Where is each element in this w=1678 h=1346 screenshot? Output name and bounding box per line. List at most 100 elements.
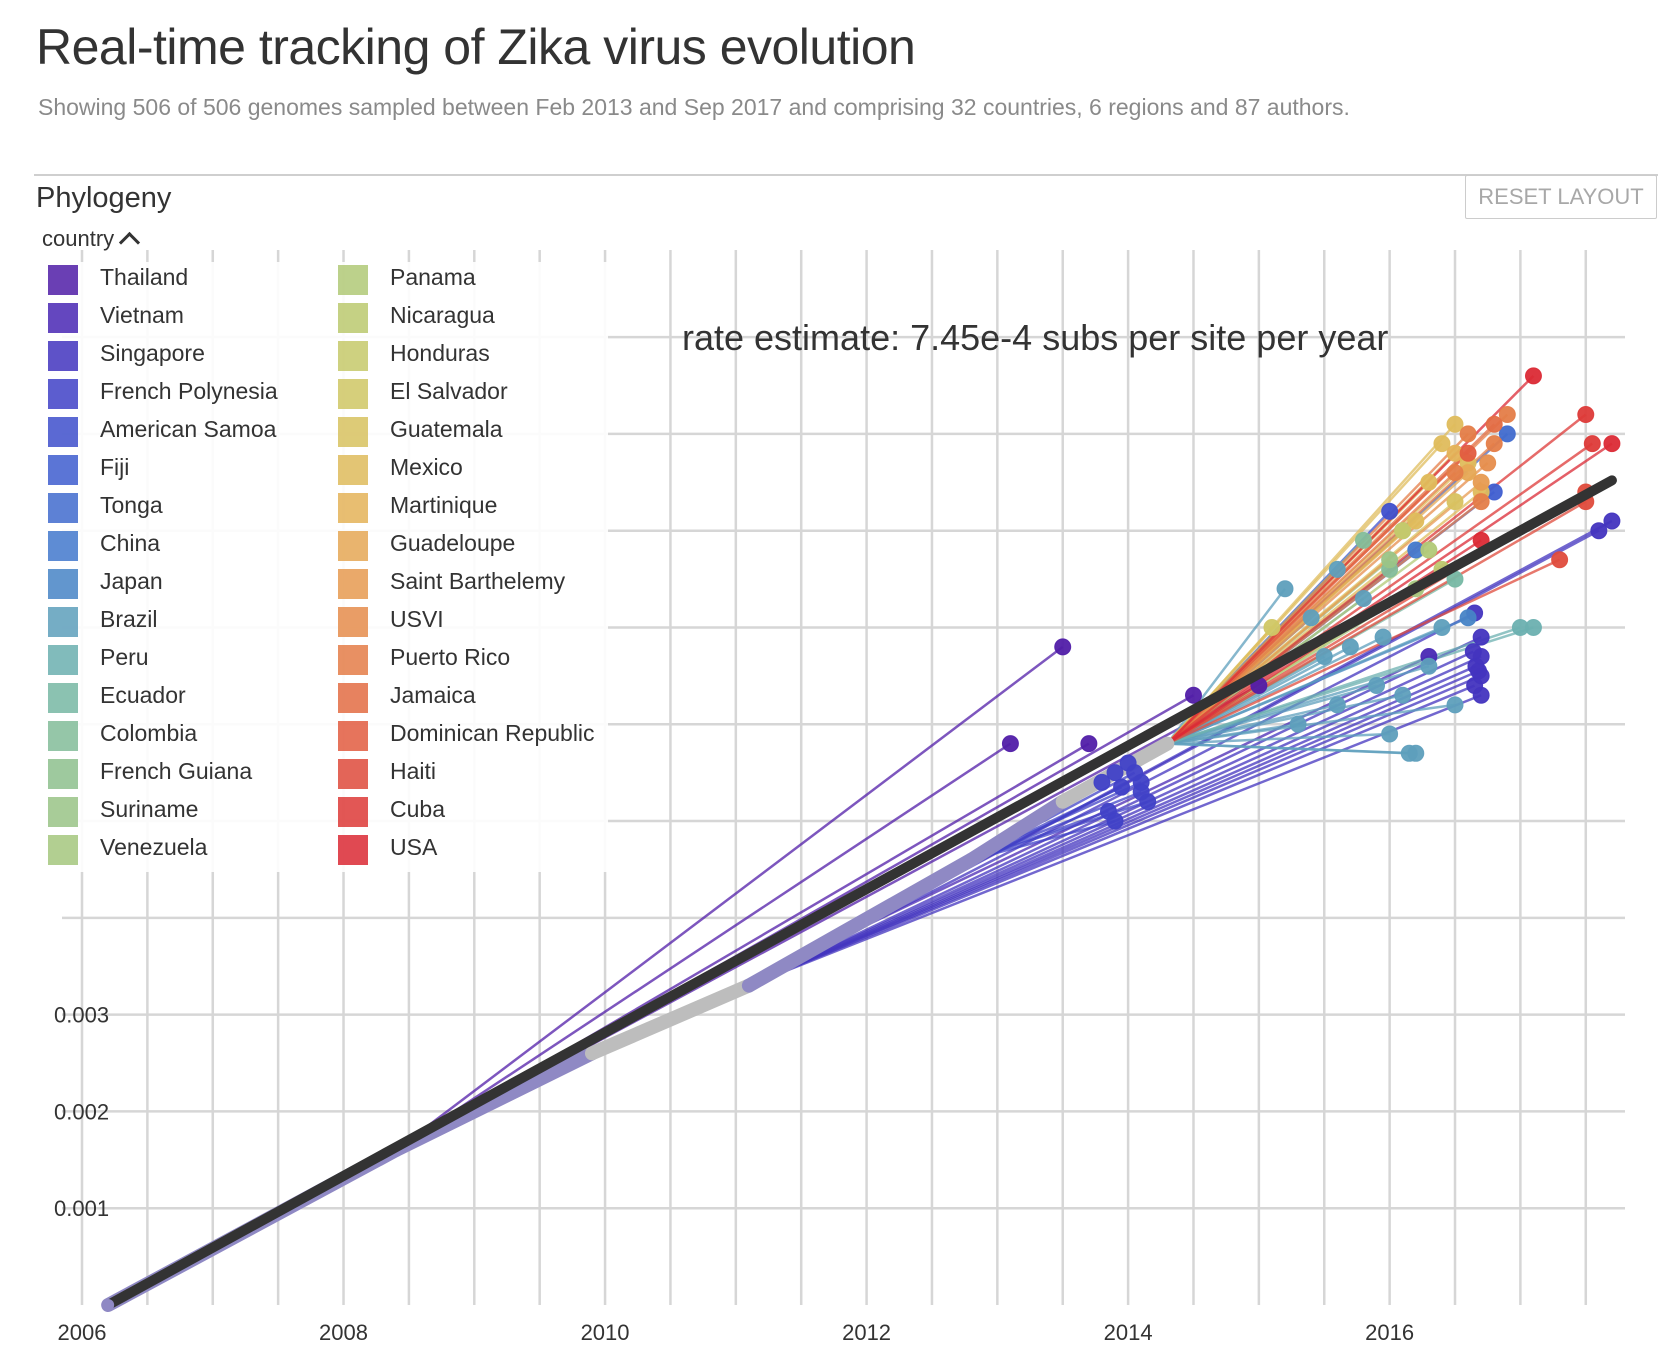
legend-swatch	[338, 493, 368, 523]
tip-point	[1433, 618, 1451, 636]
legend-swatch	[48, 531, 78, 561]
tip-point	[1583, 435, 1601, 453]
tip-point	[1459, 444, 1477, 462]
legend-swatch	[338, 455, 368, 485]
y-tick-label: 0.001	[54, 1196, 109, 1221]
legend-label: Dominican Republic	[390, 720, 595, 746]
tip-point	[1106, 764, 1124, 782]
tip-point	[1289, 715, 1307, 733]
legend-swatch	[48, 379, 78, 409]
legend-label: Nicaragua	[390, 302, 495, 328]
tip-point	[1354, 531, 1372, 549]
tree-branch	[1167, 703, 1456, 745]
legend-label: Puerto Rico	[390, 644, 511, 670]
tip-point	[1368, 677, 1386, 695]
legend-swatch	[338, 797, 368, 827]
tip-point	[1446, 493, 1464, 511]
legend-label: El Salvador	[390, 378, 508, 404]
tree-branch	[1167, 742, 1410, 755]
legend-swatch	[48, 835, 78, 865]
tip-point	[1446, 464, 1464, 482]
legend-toggle[interactable]: country	[42, 226, 141, 254]
legend-swatch	[338, 569, 368, 599]
legend-swatch	[48, 645, 78, 675]
tip-point	[1446, 696, 1464, 714]
legend-label: Venezuela	[100, 834, 208, 860]
legend-swatch	[338, 759, 368, 789]
legend-swatch	[48, 265, 78, 295]
tip-point	[1054, 638, 1072, 656]
tip-point	[1498, 406, 1516, 424]
tip-point	[1472, 628, 1490, 646]
legend-swatch	[48, 683, 78, 713]
legend-label: China	[100, 530, 161, 556]
tree-branch	[395, 742, 1012, 1152]
legend-swatch	[338, 265, 368, 295]
reset-layout-button[interactable]: RESET LAYOUT	[1465, 175, 1657, 219]
legend-label: American Samoa	[100, 416, 277, 442]
x-tick-label: 2014	[1104, 1320, 1153, 1345]
tip-point	[1093, 773, 1111, 791]
legend-swatch	[48, 303, 78, 333]
tip-point	[1381, 551, 1399, 569]
divider	[34, 174, 1658, 176]
tip-point	[1328, 560, 1346, 578]
regression-line	[103, 475, 1617, 1310]
tree-branch	[1166, 500, 1587, 745]
tree-branch	[1167, 694, 1403, 745]
tip-point	[1498, 425, 1516, 443]
tip-point	[1263, 618, 1281, 636]
legend-label: Colombia	[100, 720, 198, 746]
legend-swatch	[48, 759, 78, 789]
x-tick-label: 2010	[581, 1320, 630, 1345]
tip-point	[1485, 435, 1503, 453]
legend-swatch	[338, 417, 368, 447]
tip-point	[1400, 744, 1418, 762]
legend-label: Cuba	[390, 796, 445, 822]
legend-swatch	[48, 455, 78, 485]
legend-label: French Polynesia	[100, 378, 278, 404]
legend-swatch	[48, 797, 78, 827]
tip-point	[1341, 638, 1359, 656]
legend-swatch	[338, 721, 368, 751]
panel-title: Phylogeny	[36, 182, 172, 214]
y-tick-label: 0.002	[54, 1099, 109, 1124]
tip-point	[1603, 435, 1621, 453]
tree-branch	[1167, 732, 1390, 745]
tip-point	[1433, 435, 1451, 453]
tip-point	[1420, 657, 1438, 675]
tree-branch	[970, 819, 1116, 861]
page-title: Real-time tracking of Zika virus evoluti…	[36, 19, 916, 75]
legend-swatch	[48, 341, 78, 371]
tip-point	[1459, 609, 1477, 627]
tip-point	[1315, 648, 1333, 666]
legend-label: Singapore	[100, 340, 205, 366]
tip-point	[1001, 735, 1019, 753]
legend-label: USA	[390, 834, 438, 860]
tip-point	[1276, 580, 1294, 598]
legend-label: Vietnam	[100, 302, 184, 328]
legend: Thailand Vietnam Singapore French Polynesia…	[48, 262, 608, 872]
legend-label: Brazil	[100, 606, 158, 632]
tip-point	[1106, 812, 1124, 830]
x-tick-label: 2012	[842, 1320, 891, 1345]
chevron-up-icon	[119, 231, 141, 254]
tip-point	[1394, 686, 1412, 704]
tree-branch	[1166, 442, 1613, 745]
tip-point	[1472, 493, 1490, 511]
tip-point	[1485, 415, 1503, 433]
legend-label: Suriname	[100, 796, 199, 822]
legend-label: Mexico	[390, 454, 463, 480]
tree-branch	[748, 694, 1482, 987]
tip-point	[1420, 473, 1438, 491]
tree-backbone	[741, 852, 979, 993]
legend-label: Saint Barthelemy	[390, 568, 566, 594]
legend-label: Thailand	[100, 264, 189, 290]
tree-branch	[1166, 626, 1443, 745]
legend-swatch	[48, 493, 78, 523]
legend-swatch	[48, 569, 78, 599]
legend-label: Martinique	[390, 492, 498, 518]
tip-point	[1407, 512, 1425, 530]
legend-swatch	[338, 379, 368, 409]
legend-label: Haiti	[390, 758, 437, 784]
